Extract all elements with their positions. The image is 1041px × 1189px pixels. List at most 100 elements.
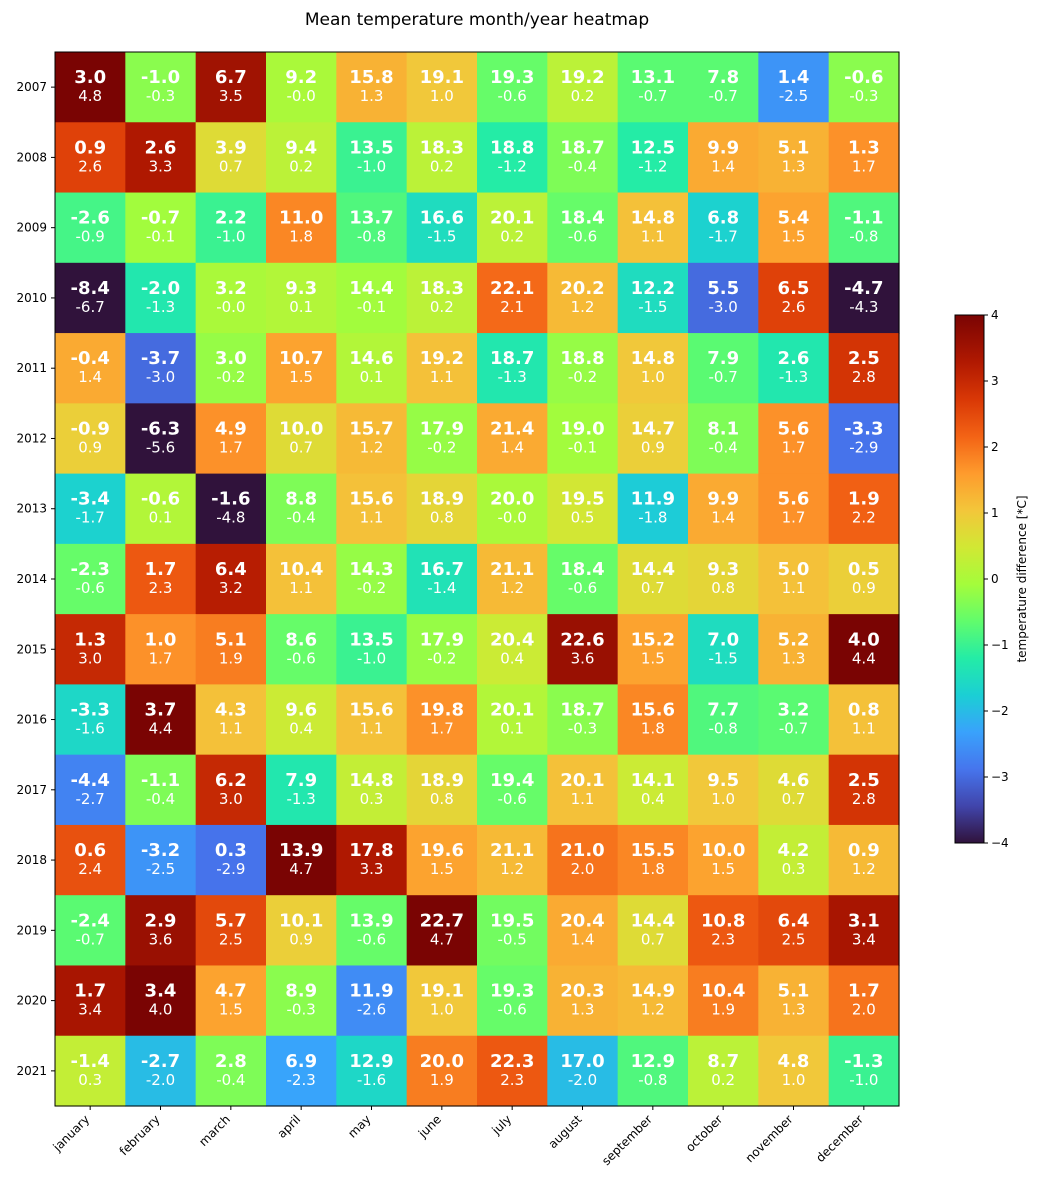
- cell-mean-label: 15.6: [349, 700, 393, 721]
- cell-mean-label: 10.4: [701, 981, 745, 1002]
- heatmap-cell: [688, 52, 759, 123]
- heatmap-cell: [406, 1035, 478, 1107]
- cell-mean-label: 11.9: [631, 489, 675, 510]
- cell-difference-label: 1.3: [782, 157, 806, 175]
- heatmap-cell: [55, 192, 126, 264]
- cell-difference-label: -0.3: [146, 87, 175, 105]
- heatmap-cell: [336, 52, 408, 123]
- heatmap-cell: [125, 122, 197, 194]
- heatmap-cell: [266, 192, 337, 264]
- cell-difference-label: 1.4: [500, 438, 524, 456]
- cell-difference-label: 1.7: [219, 438, 243, 456]
- cell-difference-label: 0.2: [711, 1071, 735, 1089]
- cell-difference-label: -2.3: [287, 1071, 316, 1089]
- cell-difference-label: 3.0: [78, 649, 102, 667]
- heatmap-cell: [125, 965, 197, 1037]
- cell-mean-label: 4.7: [215, 981, 247, 1002]
- cell-difference-label: 3.3: [360, 860, 384, 878]
- cell-difference-label: 0.1: [149, 509, 173, 527]
- cell-difference-label: -1.2: [638, 157, 667, 175]
- cell-mean-label: 4.0: [848, 629, 880, 650]
- cell-difference-label: 0.5: [571, 509, 595, 527]
- cell-mean-label: 22.3: [490, 1051, 534, 1072]
- heatmap-cell: [336, 333, 408, 404]
- cell-mean-label: -1.6: [211, 489, 250, 510]
- heatmap-cell: [336, 1035, 408, 1107]
- cell-difference-label: -0.7: [638, 87, 667, 105]
- cell-difference-label: -0.5: [498, 930, 527, 948]
- heatmap-cell: [125, 403, 197, 475]
- cell-mean-label: 0.6: [74, 840, 106, 861]
- cell-mean-label: 3.0: [74, 67, 106, 88]
- heatmap-cell: [617, 262, 689, 334]
- heatmap-cell: [336, 543, 408, 615]
- heatmap-cell: [688, 403, 759, 475]
- cell-mean-label: 14.1: [631, 770, 675, 791]
- cell-mean-label: 19.1: [420, 67, 464, 88]
- cell-mean-label: 20.2: [560, 278, 604, 299]
- heatmap-cell: [477, 614, 548, 685]
- cell-difference-label: 0.9: [641, 438, 665, 456]
- cell-difference-label: 4.7: [430, 930, 454, 948]
- cell-difference-label: -2.6: [357, 1001, 386, 1019]
- heatmap-cell: [266, 614, 337, 685]
- cell-mean-label: 15.2: [631, 629, 675, 650]
- y-tick-label: 2016: [16, 713, 47, 727]
- cell-difference-label: -1.8: [638, 509, 667, 527]
- heatmap-cell: [477, 1035, 548, 1107]
- x-tick-label: january: [50, 1112, 93, 1155]
- cell-mean-label: 15.8: [349, 67, 393, 88]
- cell-difference-label: 0.4: [641, 790, 665, 808]
- heatmap-cell: [758, 122, 830, 194]
- cell-difference-label: 0.9: [852, 579, 876, 597]
- cell-difference-label: 1.7: [782, 509, 806, 527]
- cell-difference-label: 0.3: [78, 1071, 102, 1089]
- cell-mean-label: -8.4: [70, 278, 109, 299]
- cell-mean-label: -0.7: [141, 208, 180, 229]
- colorbar-tick-label: −3: [991, 770, 1009, 784]
- cell-difference-label: -0.9: [76, 228, 105, 246]
- cell-mean-label: 5.1: [778, 137, 810, 158]
- heatmap-cell: [547, 684, 619, 756]
- cell-mean-label: 19.6: [420, 840, 464, 861]
- cell-difference-label: 3.3: [149, 157, 173, 175]
- cell-mean-label: -2.6: [70, 208, 109, 229]
- cell-mean-label: 22.6: [560, 629, 604, 650]
- cell-mean-label: 1.3: [848, 137, 880, 158]
- cell-difference-label: 2.3: [711, 930, 735, 948]
- cell-difference-label: 1.5: [289, 368, 313, 386]
- cell-difference-label: -0.3: [568, 720, 597, 738]
- heatmap-cell: [828, 192, 900, 264]
- cell-difference-label: -0.1: [146, 228, 175, 246]
- cell-mean-label: 14.9: [631, 981, 675, 1002]
- heatmap-cell: [688, 965, 759, 1037]
- cell-difference-label: 1.8: [641, 860, 665, 878]
- cell-mean-label: 13.1: [631, 67, 675, 88]
- cell-mean-label: 22.1: [490, 278, 534, 299]
- cell-difference-label: 0.3: [360, 790, 384, 808]
- cell-mean-label: 19.4: [490, 770, 534, 791]
- cell-difference-label: 1.1: [571, 790, 595, 808]
- cell-mean-label: 20.0: [420, 1051, 464, 1072]
- heatmap-cell: [266, 824, 337, 896]
- heatmap-cell: [336, 895, 408, 967]
- cell-difference-label: -0.3: [287, 1001, 316, 1019]
- cell-difference-label: -1.5: [427, 228, 456, 246]
- cell-mean-label: 18.7: [560, 700, 604, 721]
- colorbar-tick-label: 4: [991, 308, 999, 322]
- x-tick-label: november: [743, 1112, 796, 1165]
- cell-mean-label: -3.7: [141, 348, 180, 369]
- cell-mean-label: 9.9: [707, 137, 739, 158]
- cell-mean-label: 9.6: [285, 700, 317, 721]
- heatmap-cell: [195, 965, 267, 1037]
- cell-mean-label: 10.8: [701, 910, 745, 931]
- x-tick-label: june: [415, 1112, 444, 1141]
- heatmap-cell: [125, 1035, 197, 1107]
- colorbar-label: temperature difference [*C]: [1015, 495, 1029, 662]
- cell-difference-label: -1.0: [216, 228, 245, 246]
- cell-mean-label: 14.8: [631, 348, 675, 369]
- heatmap-cell: [195, 52, 267, 123]
- cell-mean-label: 9.4: [285, 137, 317, 158]
- x-axis: january february march april may june july augu…: [50, 1106, 866, 1168]
- heatmap-cell: [406, 895, 478, 967]
